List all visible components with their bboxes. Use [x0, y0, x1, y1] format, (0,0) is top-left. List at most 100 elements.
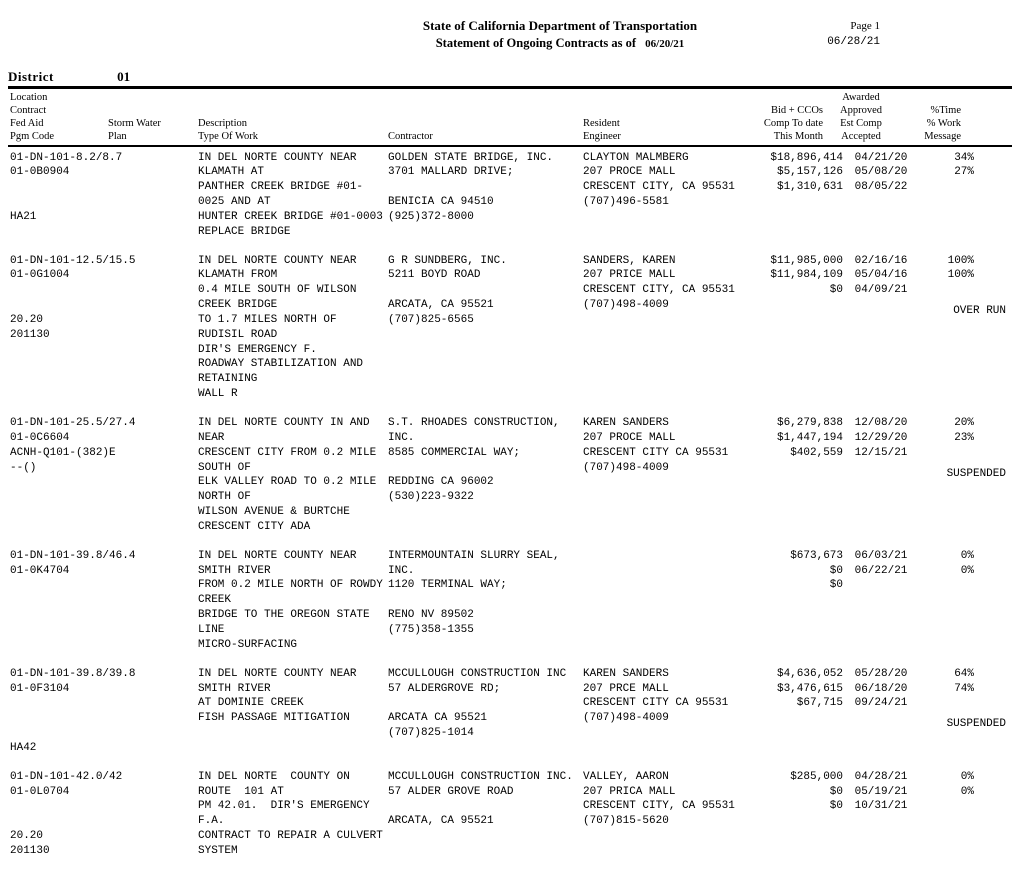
contract-record: 01-DN-101-25.5/27.4 01-0C6604 ACNH-Q101-…: [8, 412, 1012, 545]
record-engineer: KAREN SANDERS 207 PROCE MALL CRESCENT CI…: [583, 416, 743, 535]
record-engineer: CLAYTON MALMBERG 207 PROCE MALL CRESCENT…: [583, 151, 743, 240]
percent: 27%: [913, 165, 978, 180]
percent: [913, 578, 978, 593]
col-pct: %Time % Work Message: [893, 91, 963, 144]
district-header: District 01: [8, 69, 1012, 89]
record-financials: $673,67306/03/210%$006/22/210%$0: [743, 549, 1012, 653]
percent: 0%: [913, 549, 978, 564]
record-contractor: G R SUNDBERG, INC. 5211 BOYD ROAD ARCATA…: [388, 254, 583, 402]
record-financials: $6,279,83812/08/2020%$1,447,19412/29/202…: [743, 416, 1012, 535]
financial-line: $4,636,05205/28/2064%: [743, 667, 1012, 682]
record-description: IN DEL NORTE COUNTY ON ROUTE 101 AT PM 4…: [198, 770, 388, 859]
percent: [913, 696, 978, 711]
date: 09/24/21: [843, 696, 913, 711]
percent: 34%: [913, 151, 978, 166]
percent: 74%: [913, 682, 978, 697]
column-headers: Location Contract Fed Aid Pgm Code Storm…: [8, 89, 1012, 147]
financial-line: $006/22/210%: [743, 564, 1012, 579]
amount: $4,636,052: [743, 667, 843, 682]
record-engineer: VALLEY, AARON 207 PRICA MALL CRESCENT CI…: [583, 770, 743, 859]
as-of-date: 06/20/21: [645, 38, 684, 50]
financial-line: $18,896,41404/21/2034%: [743, 151, 1012, 166]
financial-line: $402,55912/15/21: [743, 446, 1012, 461]
amount: $6,279,838: [743, 416, 843, 431]
financial-line: $11,985,00002/16/16100%: [743, 254, 1012, 269]
financial-line: $3,476,61506/18/2074%: [743, 682, 1012, 697]
date: 05/28/20: [843, 667, 913, 682]
financial-line: $1,447,19412/29/2023%: [743, 431, 1012, 446]
date: 04/21/20: [843, 151, 913, 166]
percent: [913, 180, 978, 195]
record-contractor: S.T. RHOADES CONSTRUCTION, INC. 8585 COM…: [388, 416, 583, 535]
financial-line: $0: [743, 578, 1012, 593]
subtitle-text: Statement of Ongoing Contracts as of: [436, 36, 636, 50]
col-contractor: Contractor: [388, 91, 583, 144]
col-engineer: Resident Engineer: [583, 91, 743, 144]
record-location: 01-DN-101-8.2/8.7 01-0B0904 HA21: [8, 151, 198, 240]
district-number: 01: [117, 69, 130, 84]
district-label: District: [8, 69, 54, 84]
amount: $11,984,109: [743, 268, 843, 283]
contract-record: 01-DN-101-39.8/46.4 01-0K4704IN DEL NORT…: [8, 545, 1012, 663]
amount: $285,000: [743, 770, 843, 785]
financial-line: $11,984,10905/04/16100%: [743, 268, 1012, 283]
date: 04/28/21: [843, 770, 913, 785]
percent: 100%: [913, 268, 978, 283]
contract-record: 01-DN-101-39.8/39.8 01-0F3104 HA42IN DEL…: [8, 663, 1012, 766]
contract-record: 01-DN-101-42.0/42 01-0L0704 20.20 201130…: [8, 766, 1012, 869]
record-description: IN DEL NORTE COUNTY NEAR SMITH RIVER FRO…: [198, 549, 388, 653]
record-description: IN DEL NORTE COUNTY NEAR KLAMATH AT PANT…: [198, 151, 388, 240]
financial-line: $004/09/21: [743, 283, 1012, 298]
date: 12/15/21: [843, 446, 913, 461]
amount: $0: [743, 578, 843, 593]
percent: 20%: [913, 416, 978, 431]
percent: 0%: [913, 785, 978, 800]
col-description: Description Type Of Work: [198, 91, 388, 144]
percent: 100%: [913, 254, 978, 269]
amount: $673,673: [743, 549, 843, 564]
financial-line: $285,00004/28/210%: [743, 770, 1012, 785]
record-engineer: [583, 549, 743, 653]
amount: $0: [743, 283, 843, 298]
col-location: Location Contract Fed Aid Pgm Code: [8, 91, 108, 144]
amount: $67,715: [743, 696, 843, 711]
record-location: 01-DN-101-39.8/46.4 01-0K4704: [8, 549, 198, 653]
records-list: 01-DN-101-8.2/8.7 01-0B0904 HA21IN DEL N…: [8, 147, 1012, 869]
percent: 0%: [913, 770, 978, 785]
record-contractor: MCCULLOUGH CONSTRUCTION INC 57 ALDERGROV…: [388, 667, 583, 756]
financial-line: $673,67306/03/210%: [743, 549, 1012, 564]
amount: $0: [743, 799, 843, 814]
record-location: 01-DN-101-39.8/39.8 01-0F3104 HA42: [8, 667, 198, 756]
financial-line: $67,71509/24/21: [743, 696, 1012, 711]
date: 04/09/21: [843, 283, 913, 298]
date: 06/18/20: [843, 682, 913, 697]
financial-line: $5,157,12605/08/2027%: [743, 165, 1012, 180]
date: 06/03/21: [843, 549, 913, 564]
financial-line: $010/31/21: [743, 799, 1012, 814]
date: 12/29/20: [843, 431, 913, 446]
run-date: 06/28/21: [827, 36, 880, 48]
percent: 23%: [913, 431, 978, 446]
financial-line: $1,310,63108/05/22: [743, 180, 1012, 195]
amount: $5,157,126: [743, 165, 843, 180]
amount: $11,985,000: [743, 254, 843, 269]
date: 10/31/21: [843, 799, 913, 814]
report-subtitle: Statement of Ongoing Contracts as of 06/…: [288, 36, 832, 51]
amount: $3,476,615: [743, 682, 843, 697]
date: 05/19/21: [843, 785, 913, 800]
date: [843, 578, 913, 593]
contract-record: 01-DN-101-8.2/8.7 01-0B0904 HA21IN DEL N…: [8, 147, 1012, 250]
record-location: 01-DN-101-25.5/27.4 01-0C6604 ACNH-Q101-…: [8, 416, 198, 535]
record-financials: $285,00004/28/210%$005/19/210%$010/31/21: [743, 770, 1012, 859]
record-description: IN DEL NORTE COUNTY IN AND NEAR CRESCENT…: [198, 416, 388, 535]
amount: $0: [743, 564, 843, 579]
date: 08/05/22: [843, 180, 913, 195]
percent: [913, 446, 978, 461]
percent: 64%: [913, 667, 978, 682]
date: 12/08/20: [843, 416, 913, 431]
status-message: OVER RUN: [743, 304, 1012, 319]
record-contractor: GOLDEN STATE BRIDGE, INC. 3701 MALLARD D…: [388, 151, 583, 240]
percent: 0%: [913, 564, 978, 579]
amount: $1,310,631: [743, 180, 843, 195]
amount: $18,896,414: [743, 151, 843, 166]
